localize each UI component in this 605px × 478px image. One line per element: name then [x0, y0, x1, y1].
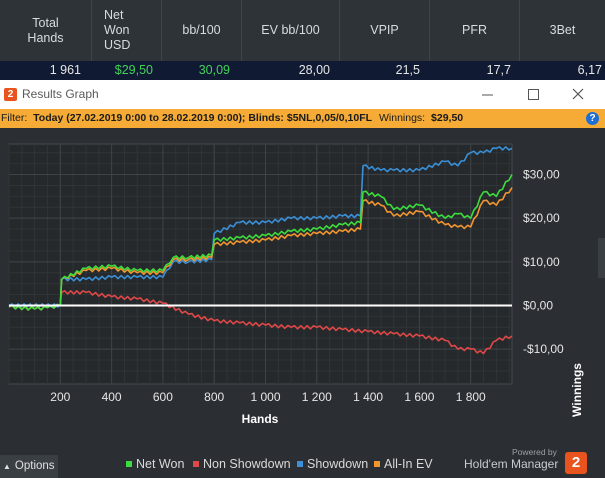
y-axis-label: Winnings	[570, 363, 584, 417]
hm2-logo-icon: 2	[565, 452, 587, 474]
winnings-label: Winnings:	[378, 112, 426, 124]
cell-3bet: 6,17	[577, 63, 602, 77]
x-tick-label: 800	[204, 390, 224, 404]
series-line-net-won	[8, 174, 513, 311]
minimize-icon	[482, 94, 493, 96]
y-tick-labels: $30,00 $20,00 $10,00 $0,00 -$10,00	[523, 168, 564, 357]
y-tick-label: $30,00	[523, 168, 560, 182]
options-caret-icon: ▲	[3, 462, 11, 471]
column-header-label: EV bb/100	[261, 23, 320, 37]
stats-data-row[interactable]: 1 961 $29,50 30,09 28,00 21,5 17,7 6,17	[0, 61, 605, 80]
legend-label: Net Won	[136, 457, 185, 471]
graph-footer: ▲ Options Net Won Non Showdown Showdown A…	[0, 447, 605, 478]
x-tick-label: 1 600	[404, 390, 434, 404]
series-layer	[8, 145, 513, 355]
cell-net-won: $29,50	[114, 63, 153, 77]
winnings-value: $29,50	[431, 112, 464, 124]
x-tick-label: 600	[153, 390, 173, 404]
results-chart: 200 400 600 800 1 000 1 200 1 400 1 600 1 800 $3…	[8, 143, 584, 426]
right-edge-strip	[598, 238, 605, 278]
chart-panel: 200 400 600 800 1 000 1 200 1 400 1 600 1 800 $3…	[0, 128, 605, 478]
options-button[interactable]: ▲ Options	[0, 455, 58, 478]
legend-non-showdown[interactable]: Non Showdown	[193, 451, 291, 478]
y-tick-label: $10,00	[523, 255, 560, 269]
x-tick-label: 400	[102, 390, 122, 404]
y-tick-label: -$10,00	[523, 342, 564, 356]
close-button[interactable]	[563, 80, 593, 109]
x-axis-label: Hands	[242, 412, 279, 426]
cell-pfr: 17,7	[486, 63, 511, 77]
series-line-showdown	[8, 145, 513, 308]
close-icon	[572, 88, 584, 100]
app-logo-icon: 2	[4, 88, 17, 101]
column-header-label: Total Hands	[27, 15, 64, 45]
filter-bar[interactable]: Filter: Today (27.02.2019 0:00 to 28.02.…	[0, 109, 605, 128]
legend-net-won[interactable]: Net Won	[126, 451, 184, 478]
x-tick-labels: 200 400 600 800 1 000 1 200 1 400 1 600 1 800	[50, 390, 486, 404]
column-header-label: bb/100	[182, 23, 221, 37]
plot-area	[8, 143, 513, 385]
column-header-bb100[interactable]: bb/100	[162, 0, 242, 61]
column-header-net-won[interactable]: Net Won USD	[92, 0, 162, 61]
y-tick-label: $20,00	[523, 211, 560, 225]
column-header-total-hands[interactable]: Total Hands	[0, 0, 92, 61]
window-titlebar[interactable]: 2 Results Graph	[0, 80, 605, 109]
maximize-icon	[528, 89, 539, 100]
stats-header-row: Total Hands Net Won USD bb/100 EV bb/100…	[0, 0, 605, 61]
minimize-button[interactable]	[472, 80, 502, 109]
filter-label: Filter:	[1, 112, 28, 124]
column-header-label: 3Bet	[549, 23, 576, 37]
y-tick-label: $0,00	[523, 298, 553, 312]
series-line-non-showdown	[8, 290, 513, 355]
x-tick-label: 200	[50, 390, 70, 404]
legend-swatch	[297, 460, 303, 467]
x-tick-label: 1 000	[250, 390, 280, 404]
x-tick-label: 1 800	[456, 390, 486, 404]
legend-label: Non Showdown	[203, 457, 291, 471]
filter-text: Today (27.02.2019 0:00 to 28.02.2019 0:0…	[33, 112, 373, 124]
maximize-button[interactable]	[518, 80, 548, 109]
legend-swatch	[126, 460, 132, 467]
window-title: Results Graph	[22, 87, 99, 101]
x-tick-label: 1 200	[302, 390, 332, 404]
help-icon[interactable]: ?	[586, 112, 599, 125]
cell-vpip: 21,5	[395, 63, 420, 77]
results-graph-window: 2 Results Graph Filter: Today (27.02.201…	[0, 80, 605, 478]
column-header-label: PFR	[462, 23, 487, 37]
column-header-pfr[interactable]: PFR	[430, 0, 520, 61]
column-header-label: Net Won USD	[104, 8, 131, 52]
brand-name: Hold'em Manager	[464, 457, 559, 471]
cell-ev-bb100: 28,00	[298, 63, 330, 77]
powered-by-text: Powered by	[512, 447, 557, 457]
legend-swatch	[374, 460, 380, 467]
legend-swatch	[193, 460, 199, 467]
legend-all-in-ev[interactable]: All-In EV	[374, 451, 433, 478]
cell-total-hands: 1 961	[49, 63, 81, 77]
series-line-all-in-ev	[8, 187, 513, 311]
column-header-3bet[interactable]: 3Bet	[520, 0, 605, 61]
column-header-vpip[interactable]: VPIP	[340, 0, 430, 61]
column-header-ev-bb100[interactable]: EV bb/100	[242, 0, 340, 61]
legend-showdown[interactable]: Showdown	[297, 451, 368, 478]
x-tick-label: 1 400	[353, 390, 383, 404]
column-header-label: VPIP	[370, 23, 399, 37]
legend-label: All-In EV	[384, 457, 433, 471]
options-label: Options	[14, 460, 55, 472]
cell-bb100: 30,09	[198, 63, 230, 77]
legend-label: Showdown	[307, 457, 369, 471]
